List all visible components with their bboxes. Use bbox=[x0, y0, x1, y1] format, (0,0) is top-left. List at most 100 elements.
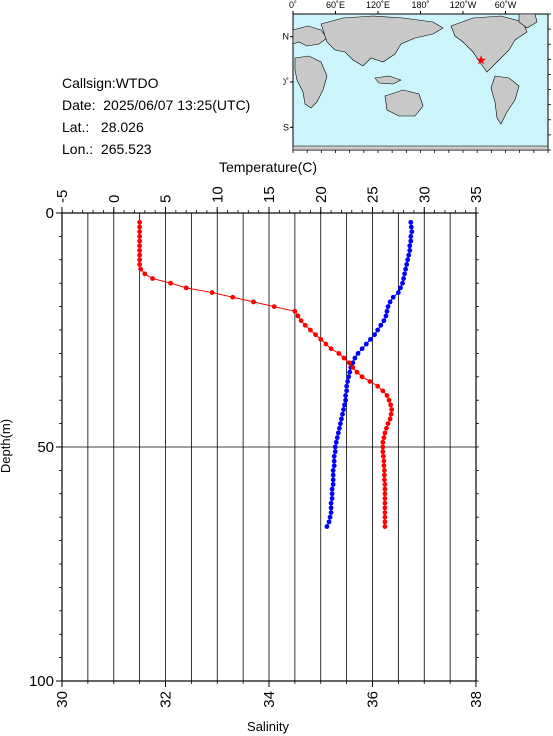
temperature-data-point bbox=[400, 280, 405, 286]
temperature-data-point bbox=[343, 397, 348, 403]
temperature-data-point bbox=[331, 453, 337, 459]
temperature-data-point bbox=[332, 444, 338, 450]
salinity-axis-title: Salinity bbox=[247, 719, 289, 734]
lon-label: Lon.: bbox=[62, 141, 94, 157]
depth-axis-title: Depth(m) bbox=[0, 419, 13, 473]
salinity-data-point bbox=[354, 369, 360, 375]
temperature-data-point bbox=[408, 224, 414, 230]
callsign-label: Callsign:WTDO bbox=[62, 75, 159, 91]
temperature-data-point bbox=[330, 482, 336, 487]
temperature-profile-line bbox=[326, 222, 413, 527]
temperature-data-point bbox=[340, 411, 345, 417]
land-australia bbox=[384, 89, 424, 117]
temperature-data-point bbox=[390, 294, 396, 300]
temperature-data-point bbox=[327, 514, 333, 520]
salinity-data-point bbox=[137, 257, 143, 263]
temperature-data-point bbox=[335, 430, 341, 436]
salinity-data-point bbox=[382, 505, 388, 511]
salinity-data-point bbox=[183, 285, 189, 291]
salinity-data-point bbox=[386, 397, 392, 403]
salinity-data-point bbox=[382, 477, 387, 483]
salinity-data-point bbox=[137, 224, 143, 230]
salinity-data-point bbox=[375, 383, 381, 389]
date-label: Date: bbox=[62, 97, 96, 113]
salinity-data-point bbox=[388, 402, 394, 408]
temperature-data-point bbox=[352, 355, 358, 361]
salinity-data-point bbox=[308, 327, 313, 333]
depth-tick-label: 0 bbox=[46, 205, 54, 222]
temperature-data-point bbox=[328, 500, 334, 506]
salinity-data-point bbox=[302, 322, 308, 328]
temperature-data-point bbox=[329, 491, 335, 497]
temperature-data-point bbox=[372, 332, 377, 338]
temperature-tick-label: 0 bbox=[106, 195, 123, 203]
temperature-data-point bbox=[333, 439, 339, 445]
salinity-data-point bbox=[350, 365, 356, 370]
temperature-data-point bbox=[346, 374, 352, 380]
date-value: 2025/06/07 13:25(UTC) bbox=[103, 97, 251, 113]
temperature-data-point bbox=[402, 271, 407, 277]
date-row: Date: 2025/06/07 13:25(UTC) bbox=[62, 94, 250, 116]
temperature-data-point bbox=[384, 308, 390, 314]
salinity-data-point bbox=[137, 243, 143, 249]
salinity-data-point bbox=[380, 439, 386, 445]
temperature-data-point bbox=[407, 248, 413, 253]
salinity-data-point bbox=[382, 510, 388, 515]
salinity-data-point bbox=[137, 252, 143, 258]
temperature-data-point bbox=[338, 421, 343, 426]
temperature-data-point bbox=[398, 285, 403, 291]
salinity-data-point bbox=[328, 346, 334, 352]
lat-value: 28.026 bbox=[100, 119, 144, 135]
salinity-data-point bbox=[382, 500, 388, 506]
land-greenland bbox=[518, 13, 538, 29]
lon-value: 265.523 bbox=[100, 141, 152, 157]
salinity-data-point bbox=[382, 468, 387, 473]
temperature-data-point bbox=[401, 276, 406, 281]
temperature-data-point bbox=[378, 322, 384, 328]
temperature-data-point bbox=[331, 463, 337, 469]
temperature-data-point bbox=[385, 304, 391, 309]
temperature-data-point bbox=[359, 346, 365, 352]
salinity-data-point bbox=[137, 219, 143, 225]
temperature-data-point bbox=[344, 383, 350, 389]
salinity-data-point bbox=[382, 491, 388, 497]
temperature-data-point bbox=[403, 266, 409, 272]
temperature-data-point bbox=[375, 327, 381, 333]
temperature-data-point bbox=[409, 229, 415, 235]
salinity-data-point bbox=[298, 318, 304, 324]
salinity-data-point bbox=[388, 411, 394, 417]
salinity-data-point bbox=[137, 248, 143, 253]
lon-row: Lon.: 265.523 bbox=[62, 138, 250, 160]
temperature-data-point bbox=[331, 458, 337, 464]
map-lon-label: 120˚E bbox=[366, 0, 390, 10]
temperature-data-point bbox=[395, 290, 401, 295]
salinity-data-point bbox=[382, 524, 388, 529]
land-asia bbox=[320, 15, 444, 67]
salinity-data-point bbox=[384, 393, 390, 398]
temperature-data-point bbox=[345, 379, 351, 384]
salinity-tick-label: 34 bbox=[261, 691, 278, 708]
salinity-data-point bbox=[137, 234, 143, 239]
temperature-tick-label: 35 bbox=[468, 186, 485, 203]
temperature-data-point bbox=[381, 318, 387, 324]
salinity-data-point bbox=[137, 238, 143, 244]
temperature-data-point bbox=[328, 510, 334, 515]
temperature-tick-label: -5 bbox=[54, 190, 71, 203]
map-lon-label: 180˚ bbox=[411, 0, 429, 10]
temperature-axis: -5 0 5 10 15 20 25 30 35 bbox=[54, 186, 485, 213]
temperature-axis-title: Temperature(C) bbox=[219, 159, 317, 175]
temperature-tick-label: 5 bbox=[158, 195, 175, 203]
salinity-data-point bbox=[142, 271, 148, 277]
salinity-profile-line bbox=[139, 222, 393, 527]
station-marker: ★ bbox=[475, 52, 487, 67]
salinity-data-point bbox=[336, 351, 342, 356]
salinity-data-point bbox=[137, 229, 143, 235]
salinity-data-point bbox=[230, 294, 236, 300]
salinity-tick-label: 32 bbox=[158, 691, 175, 708]
map-lon-label: 60˚E bbox=[326, 0, 345, 10]
temperature-data-point bbox=[329, 486, 335, 492]
temperature-data-point bbox=[408, 238, 414, 244]
salinity-data-point bbox=[295, 313, 301, 319]
